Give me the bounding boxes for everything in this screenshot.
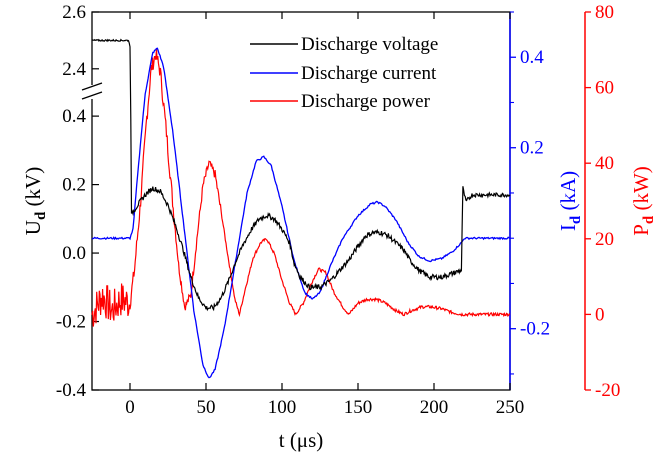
- x-tick-label-3: 150: [344, 397, 373, 418]
- legend-label-voltage: Discharge voltage: [301, 34, 438, 55]
- series-layer: [91, 38, 511, 379]
- current-tick-label-0: -0.2: [520, 319, 550, 340]
- left-tick-label-2: 0.0: [62, 243, 86, 264]
- legend-label-current: Discharge current: [301, 63, 437, 84]
- left-tick-label-3: 0.2: [62, 175, 86, 196]
- left-axis-title-unit: (kV): [21, 167, 45, 212]
- power-axis-title-unit: (kW): [629, 166, 653, 216]
- power-axis-title: Pd (kW): [629, 166, 657, 236]
- power-tick-label-2: 20: [595, 229, 614, 250]
- left-tick-label-1: -0.2: [56, 312, 86, 333]
- left-axis-title-main: U: [21, 220, 45, 235]
- legend-label-power: Discharge power: [301, 91, 431, 112]
- x-tick-label-0: 0: [125, 397, 135, 418]
- power-tick-label-0: -20: [595, 380, 620, 401]
- svg-text:Pd (kW): Pd (kW): [629, 166, 657, 236]
- left-tick-label-0: -0.4: [56, 380, 87, 401]
- current-axis-title-unit: (kA): [556, 171, 580, 216]
- tick-labels: 0 50 100 150 200 250-0.4-0.20.00.20.42.42.6-0…: [56, 2, 620, 418]
- power-tick-label-3: 40: [595, 153, 614, 174]
- x-tick-label-4: 200: [420, 397, 449, 418]
- tick-marks: [92, 11, 591, 391]
- legend: Discharge voltage Discharge current Disc…: [250, 34, 438, 112]
- left-tick-label-5: 2.4: [62, 59, 86, 80]
- series-line-voltage: [91, 38, 511, 312]
- series-line-current: [91, 47, 511, 379]
- power-tick-label-1: 0: [595, 304, 605, 325]
- svg-text:Ud (kV): Ud (kV): [21, 167, 49, 235]
- left-axis-title: Ud (kV): [21, 167, 49, 235]
- current-axis-title-sub: d: [568, 215, 584, 224]
- series-line-power: [91, 48, 511, 327]
- x-tick-label-1: 50: [197, 397, 216, 418]
- x-tick-label-2: 100: [268, 397, 297, 418]
- axis-break-mark: [80, 82, 104, 100]
- left-axis-title-sub: d: [33, 211, 49, 220]
- svg-text:Id (kA): Id (kA): [556, 171, 584, 231]
- left-tick-label-4: 0.4: [62, 106, 86, 127]
- x-axis-title: t (μs): [279, 428, 324, 452]
- current-tick-label-2: 0.4: [520, 47, 544, 68]
- left-tick-label-6: 2.6: [62, 2, 86, 23]
- current-axis-title-main: I: [556, 224, 580, 231]
- current-tick-label-1: 0.2: [520, 138, 544, 159]
- x-tick-label-5: 250: [496, 397, 525, 418]
- power-axis-title-sub: d: [641, 215, 657, 224]
- power-tick-label-4: 60: [595, 78, 614, 99]
- power-axis-title-main: P: [629, 224, 653, 236]
- current-axis-title: Id (kA): [556, 171, 584, 231]
- power-tick-label-5: 80: [595, 2, 614, 23]
